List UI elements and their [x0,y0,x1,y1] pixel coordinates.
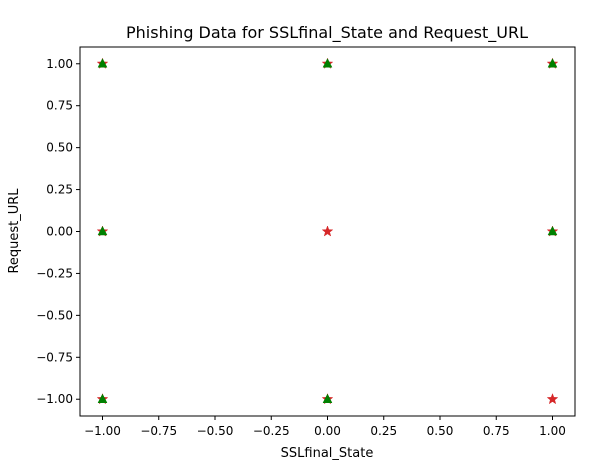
y-tick-label: 0.50 [46,141,73,155]
x-tick-label: 0.50 [427,424,454,438]
y-axis-label: Request_URL [7,188,22,274]
y-tick-label: −0.25 [36,266,73,280]
y-tick-label: 1.00 [46,57,73,71]
data-point-star [321,225,334,237]
data-points [96,57,559,405]
y-tick-label: 0.75 [46,99,73,113]
y-tick-label: −0.50 [36,308,73,322]
x-axis-label: SSLfinal_State [281,446,374,461]
x-tick-label: −0.25 [253,424,290,438]
data-point-triangle [322,393,333,403]
x-tick-label: 0.00 [314,424,341,438]
x-tick-label: 0.25 [370,424,397,438]
data-point-triangle [547,225,558,236]
x-tick-label: −1.00 [84,424,121,438]
y-axis: −1.00 −0.75 −0.50 −0.25 0.00 0.25 0.50 0.75 1.00 [36,57,80,406]
data-point-triangle [547,58,558,68]
data-point-triangle [322,58,333,68]
y-tick-label: −0.75 [36,350,73,364]
x-tick-label: −0.75 [140,424,177,438]
x-axis: −1.00 −0.75 −0.50 −0.25 0.00 0.25 0.50 0.75 1.00 [84,416,566,438]
data-point-triangle [97,225,108,236]
data-point-triangle [97,393,108,403]
y-tick-label: 0.00 [46,225,73,239]
x-tick-label: 1.00 [539,424,566,438]
x-tick-label: −0.50 [197,424,234,438]
chart-title: Phishing Data for SSLfinal_State and Req… [126,23,528,43]
y-tick-label: −1.00 [36,392,73,406]
data-point-star [546,393,559,405]
data-point-triangle [97,58,108,68]
x-tick-label: 0.75 [483,424,510,438]
y-tick-label: 0.25 [46,183,73,197]
